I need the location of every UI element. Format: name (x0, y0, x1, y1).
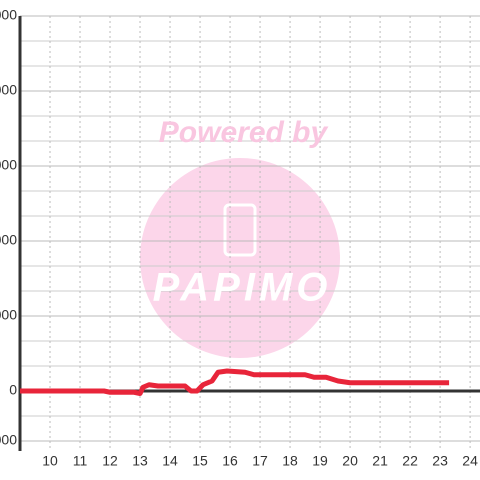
x-tick-label: 15 (192, 453, 208, 469)
x-tick-label: 23 (432, 453, 448, 469)
x-tick-label: 11 (73, 453, 88, 469)
watermark-text: Powered by (159, 116, 329, 149)
x-tick-label: 10 (42, 453, 58, 469)
x-tick-label: 20 (342, 453, 358, 469)
x-tick-label: 18 (282, 453, 298, 469)
x-tick-label: 17 (252, 453, 268, 469)
y-tick-label: 120,000 (0, 82, 17, 98)
x-tick-label: 12 (102, 453, 118, 469)
y-tick-label: 150,000 (0, 7, 17, 23)
x-tick-label: 19 (312, 453, 328, 469)
y-tick-label: 0 (9, 382, 17, 398)
y-tick-label: 90,000 (0, 157, 17, 173)
x-tick-label: 13 (132, 453, 148, 469)
x-tick-label: 22 (402, 453, 418, 469)
y-tick-label: -20,000 (0, 432, 17, 448)
watermark-icon (223, 203, 257, 257)
series-line (20, 368, 450, 396)
y-tick-label: 30,000 (0, 307, 17, 323)
x-tick-label: 14 (162, 453, 178, 469)
y-tick-label: 60,000 (0, 232, 17, 248)
x-tick-label: 16 (222, 453, 238, 469)
watermark-logo: PAPIMO (153, 266, 332, 310)
x-tick-label: 21 (372, 453, 388, 469)
x-tick-label: 24 (462, 453, 478, 469)
